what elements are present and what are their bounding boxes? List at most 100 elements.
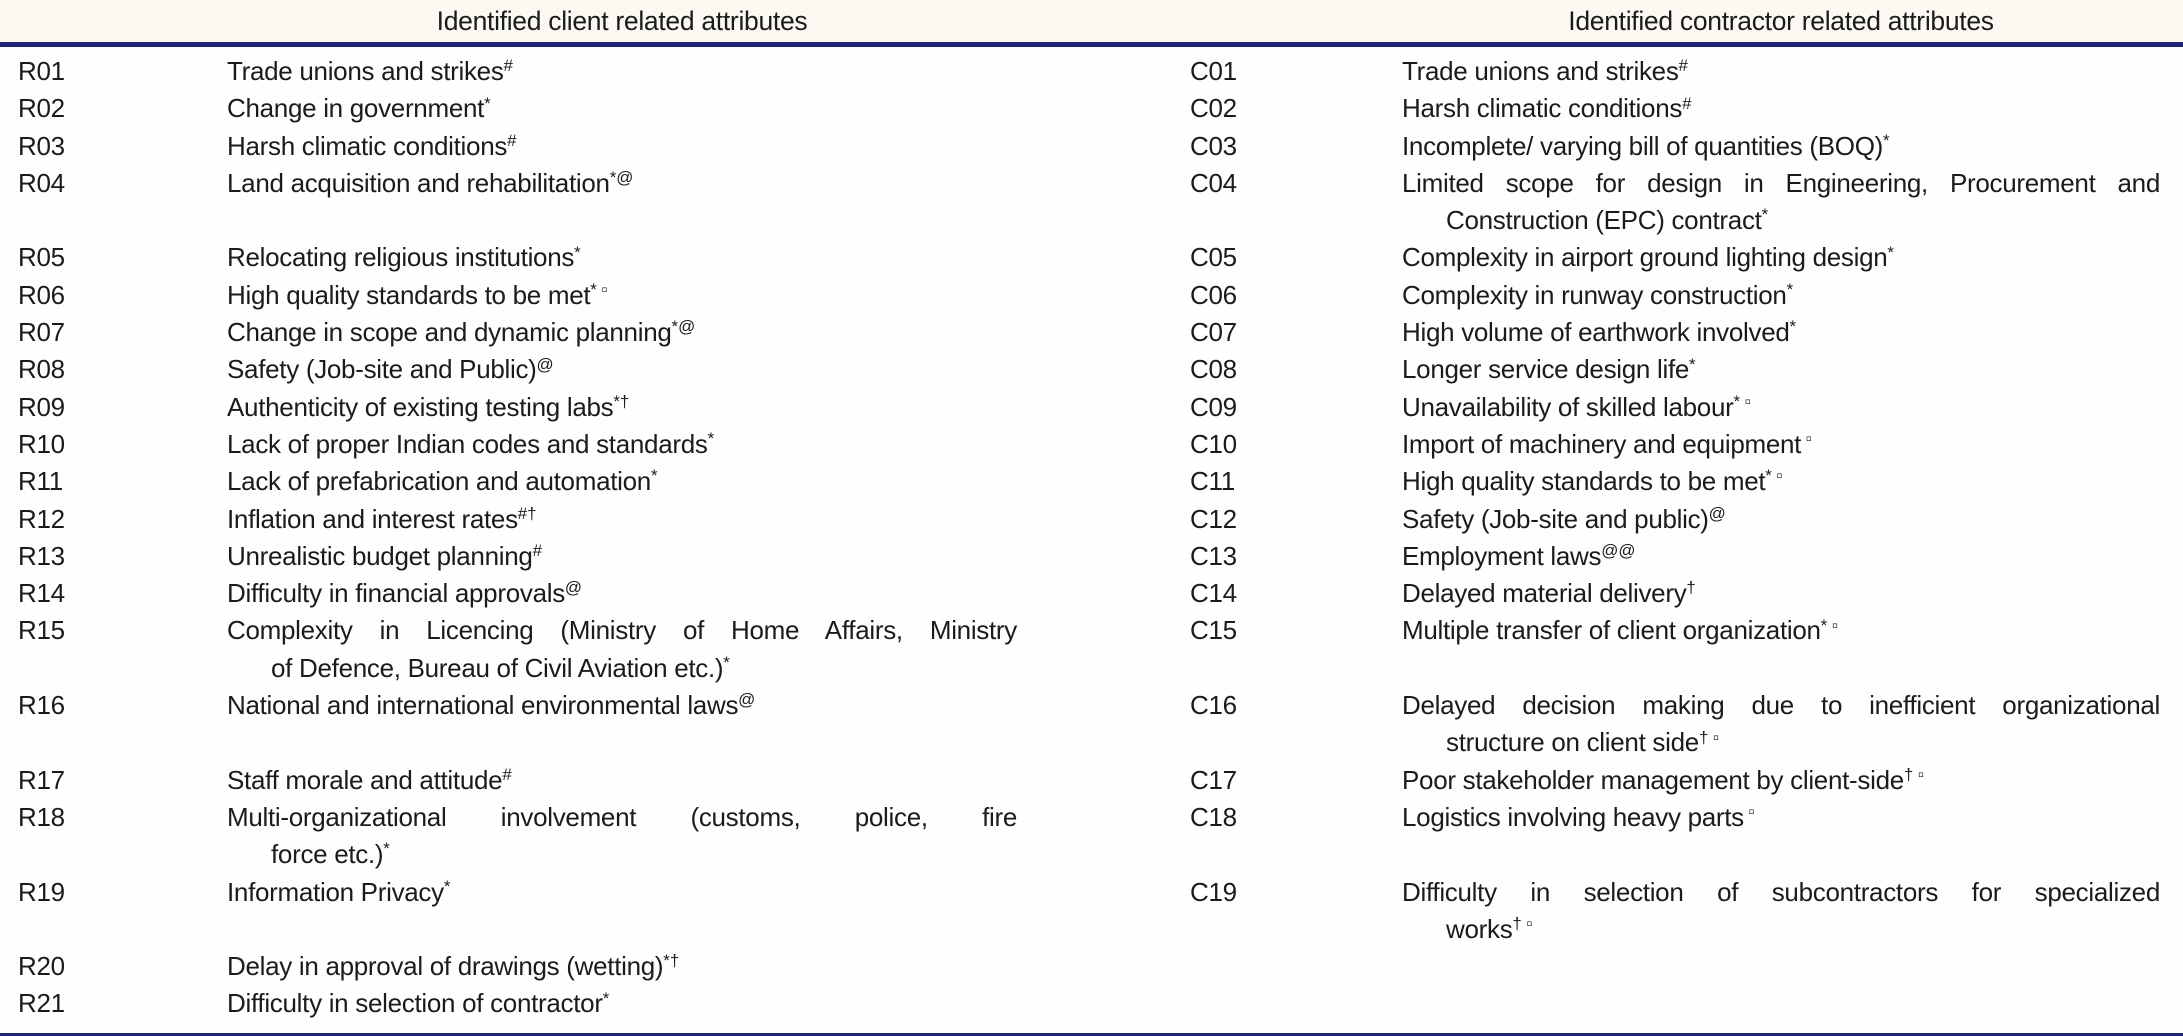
attribute-superscript: * ▫ [590,280,608,299]
contractor-attribute-cell: Delayed material delivery† [1402,575,2183,612]
attribute-text-line: Logistics involving heavy parts ▫ [1402,799,2160,836]
client-attributes-header: Identified client related attributes [436,5,808,36]
table-row: R09 Authenticity of existing testing labs… [0,389,2183,426]
table-row: R19 Information Privacy* C19 Difficulty in … [0,874,2183,949]
client-attribute: Staff morale and attitude# [227,762,1017,799]
contractor-attribute-cell: Limited scope for design in Engineering,… [1402,165,2183,240]
attribute-superscript: * [707,429,715,449]
attribute-text: Incomplete/ varying bill of quantities (… [1402,130,1884,161]
attribute-text-line: High quality standards to be met* ▫ [1402,463,2160,500]
table-row: R11 Lack of prefabrication and automation… [0,463,2183,500]
contractor-code: C19 [1190,876,1237,907]
contractor-code: C12 [1190,503,1237,534]
attribute-text: Change in government [227,93,485,124]
attribute-superscript: * [484,93,491,113]
attribute-text: Delay in approval of drawings (wetting) [227,951,664,982]
contractor-code: C11 [1190,466,1235,497]
client-attribute: Lack of prefabrication and automation* [227,463,1017,500]
table-row: R02 Change in government* C02 Harsh climati… [0,90,2183,127]
client-code: R15 [18,615,65,646]
attribute-superscript: @@ [1601,541,1636,561]
contractor-attribute-cell: Employment laws@@ [1402,538,2183,575]
client-attribute-cell: Relocating religious institutions* [227,239,1092,276]
table-row: R12 Inflation and interest rates#† C12 Safe… [0,501,2183,538]
client-attribute: Unrealistic budget planning# [227,538,1017,575]
contractor-attribute-cell: Trade unions and strikes# [1402,45,2183,91]
attribute-text-line: Delay in approval of drawings (wetting)*… [227,948,1017,985]
attribute-text: Lack of proper Indian codes and standard… [227,428,708,459]
client-attribute-cell: Multi-organizational involvement (custom… [227,799,1092,874]
attribute-text-line: Lack of prefabrication and automation* [227,463,1017,500]
client-code: R20 [18,951,65,982]
attribute-superscript: † ▫ [1698,727,1720,747]
attribute-text-line: Trade unions and strikes# [1402,53,2160,90]
attribute-text: Relocating religious institutions [227,242,575,273]
client-attribute: Relocating religious institutions* [227,239,1017,276]
client-attribute-cell: Trade unions and strikes# [227,45,1092,91]
contractor-attribute-cell: Poor stakeholder management by client-si… [1402,762,2183,799]
contractor-attribute-cell: High quality standards to be met* ▫ [1402,463,2183,500]
attribute-text: Land acquisition and rehabilitation [227,167,610,198]
client-attribute: Inflation and interest rates#† [227,501,1017,538]
attribute-superscript: * ▫ [1765,466,1783,486]
attribute-text: Safety (Job-site and Public) [227,354,537,385]
attribute-superscript: @ [1708,503,1726,523]
table-body: R01 Trade unions and strikes# C01 Trade uni… [0,45,2183,1035]
attribute-text-line: High volume of earthwork involved* [1402,314,2160,351]
table-row: R17 Staff morale and attitude# C17 Poor sta… [0,762,2183,799]
attribute-text-line: Lack of proper Indian codes and standard… [227,426,1017,463]
client-attribute: Authenticity of existing testing labs*† [227,389,1017,426]
attribute-text: Complexity in runway construction [1402,279,1787,310]
client-code: R10 [18,428,65,459]
client-attribute-cell: Difficulty in selection of contractor* [227,985,1092,1034]
attribute-text-line: Harsh climatic conditions# [227,128,1017,165]
attribute-text: High quality standards to be met [227,279,591,310]
client-attribute-cell: Lack of prefabrication and automation* [227,463,1092,500]
attribute-superscript: # [503,56,513,76]
contractor-attribute-cell: Safety (Job-site and public)@ [1402,501,2183,538]
attribute-superscript: @ [564,578,583,598]
attribute-text: Authenticity of existing testing labs [227,391,614,422]
attribute-text: Difficulty in selection of subcontractor… [1402,876,2160,907]
contractor-attribute-cell [1402,985,2183,1034]
attribute-text: High quality standards to be met [1402,466,1766,497]
contractor-attribute-cell: High volume of earthwork involved* [1402,314,2183,351]
attribute-superscript: † ▫ [1512,914,1533,934]
client-attribute-cell: High quality standards to be met* ▫ [227,277,1092,314]
contractor-attribute: Difficulty in selection of subcontractor… [1402,874,2160,949]
attribute-superscript: † [1686,578,1696,598]
contractor-attribute-cell: Unavailability of skilled labour* ▫ [1402,389,2183,426]
table-row: R01 Trade unions and strikes# C01 Trade uni… [0,45,2183,91]
attribute-superscript: # [1678,56,1688,76]
attribute-superscript: * [383,839,390,859]
client-attribute-cell: Delay in approval of drawings (wetting)*… [227,948,1092,985]
client-code: R12 [18,503,65,534]
client-code: R19 [18,876,65,907]
contractor-attribute: Import of machinery and equipment ▫ [1402,426,2160,463]
client-attribute-cell: Change in scope and dynamic planning*@ [227,314,1092,351]
contractor-attribute-cell: Harsh climatic conditions# [1402,90,2183,127]
attribute-text: structure on client side [1446,727,1699,758]
attribute-text: Import of machinery and equipment [1402,428,1802,459]
attribute-text-line: Inflation and interest rates#† [227,501,1017,538]
attribute-superscript: @ [536,354,554,374]
contractor-code: C10 [1190,428,1237,459]
client-attribute-cell: Authenticity of existing testing labs*† [227,389,1092,426]
attribute-text-line: force etc.)* [227,836,1017,873]
contractor-attribute: Multiple transfer of client organization… [1402,612,2160,649]
attribute-text: Limited scope for design in Engineering,… [1402,167,2160,198]
client-code: R02 [18,93,65,124]
client-code: R14 [18,578,65,609]
table-row: R13 Unrealistic budget planning# C13 Employ… [0,538,2183,575]
client-code: R04 [18,167,65,198]
client-attribute-cell: Lack of proper Indian codes and standard… [227,426,1092,463]
attribute-superscript: * [1789,317,1797,337]
contractor-attribute-cell: Logistics involving heavy parts ▫ [1402,799,2183,874]
attribute-superscript: # [1682,93,1692,113]
attribute-superscript: * [1761,205,1769,225]
attribute-text-line: Limited scope for design in Engineering,… [1402,165,2160,202]
client-attribute: Delay in approval of drawings (wetting)*… [227,948,1017,985]
contractor-attribute-cell: Delayed decision making due to inefficie… [1402,687,2183,762]
contractor-attribute: Employment laws@@ [1402,538,2160,575]
table-row: R15 Complexity in Licencing (Ministry of … [0,612,2183,687]
